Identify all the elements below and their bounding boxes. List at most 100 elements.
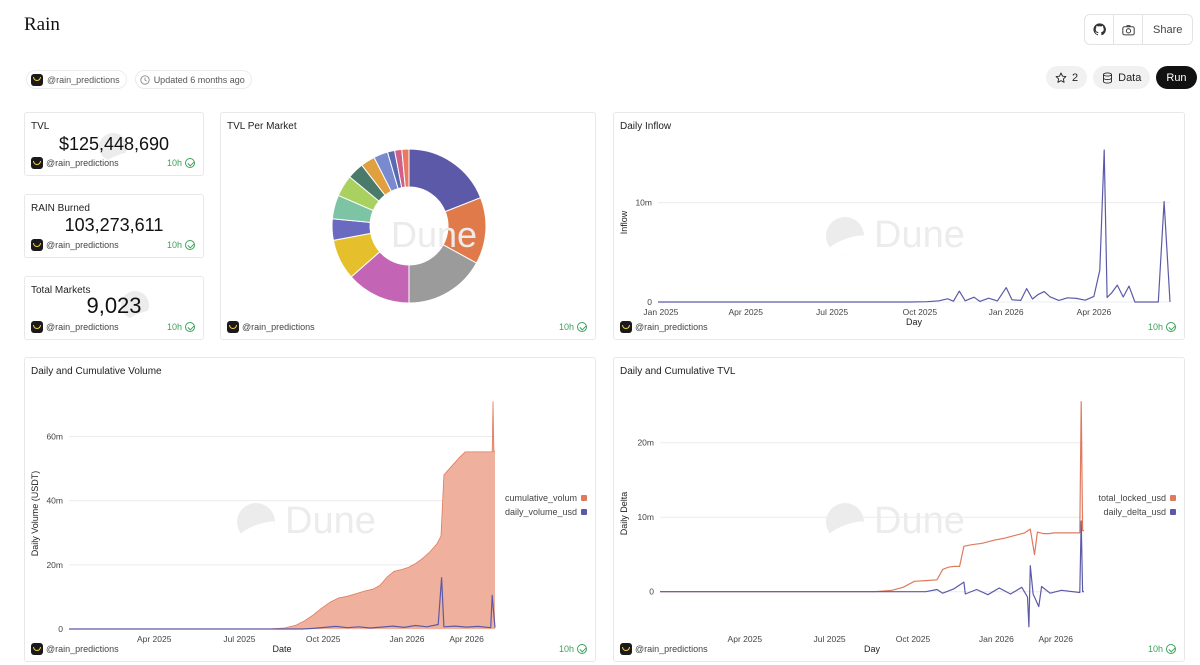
daily-cumulative-volume-card: Daily and Cumulative Volume Dune 0 20m 40m…: [24, 357, 596, 662]
x-tick-label: Jan 2026: [989, 307, 1024, 317]
author-chip[interactable]: @rain_predictions: [26, 70, 127, 89]
card-footer: @rain_predictions 10h: [620, 321, 1176, 333]
y-tick-label: 20m: [46, 560, 63, 570]
chart-legend: cumulative_volum daily_volume_usd: [505, 493, 587, 517]
x-tick-label: Jul 2025: [223, 634, 255, 644]
check-circle-icon: [577, 322, 587, 332]
legend-label: daily_volume_usd: [504, 507, 577, 517]
chart-legend: total_locked_usd daily_delta_usd: [1098, 493, 1176, 517]
github-button[interactable]: [1085, 15, 1114, 44]
counter-value: $125,448,690: [58, 134, 170, 154]
y-tick-label: 60m: [46, 432, 63, 442]
star-button[interactable]: 2: [1046, 66, 1088, 89]
legend-swatch: [581, 509, 587, 515]
author-name[interactable]: @rain_predictions: [242, 322, 315, 332]
x-tick-label: Apr 2026: [449, 634, 484, 644]
x-tick-label: Oct 2025: [896, 634, 931, 644]
legend-label: total_locked_usd: [1098, 493, 1166, 503]
legend-item[interactable]: total_locked_usd: [1098, 493, 1176, 503]
card-title: RAIN Burned: [31, 203, 90, 214]
daily-inflow-chart: 0 10m Jan 2025 Apr 2025 Jul 2025 Oct 2025 Jan …: [619, 149, 1171, 327]
x-axis-title: Date: [272, 644, 291, 654]
author-name[interactable]: @rain_predictions: [46, 158, 119, 168]
age-text: 10h: [558, 644, 574, 654]
legend-item[interactable]: daily_delta_usd: [1103, 507, 1176, 517]
avatar: [227, 321, 239, 333]
card-footer: @rain_predictions 10h: [227, 321, 587, 333]
avatar: [31, 643, 43, 655]
daily-cumulative-volume-chart: 0 20m 40m 60m Apr 2025 Jul 2025 Oct 2025 Jan 20…: [30, 401, 496, 654]
legend-item[interactable]: daily_volume_usd: [505, 507, 587, 517]
age-text: 10h: [166, 322, 182, 332]
tvl-counter-card: TVL $125,448,690 @rain_predictions 10h: [24, 112, 204, 176]
share-button[interactable]: Share: [1153, 23, 1183, 36]
age-text: 10h: [558, 322, 574, 332]
author-name[interactable]: @rain_predictions: [46, 322, 119, 332]
x-tick-label: Jan 2025: [643, 307, 678, 317]
y-tick-label: 0: [649, 587, 654, 597]
clock-icon: [140, 74, 150, 85]
series-line-1[interactable]: [660, 520, 1084, 628]
total-markets-counter-card: Total Markets 9,023 @rain_predictions 10…: [24, 276, 204, 340]
series-line-0[interactable]: [658, 149, 1171, 303]
updated-text: Updated 6 months ago: [153, 74, 245, 85]
age-text: 10h: [1147, 644, 1163, 654]
check-circle-icon: [185, 322, 195, 332]
freshness-badge: 10h: [1148, 644, 1176, 654]
card-title: TVL Per Market: [227, 121, 297, 132]
database-icon: [1103, 71, 1113, 84]
x-tick-label: Apr 2025: [137, 634, 172, 644]
check-circle-icon: [185, 158, 195, 168]
age-text: 10h: [1147, 322, 1163, 332]
series-area-0[interactable]: [69, 401, 495, 629]
run-button[interactable]: Run: [1156, 66, 1197, 89]
avatar: [31, 73, 43, 86]
top-actions: Share: [1084, 14, 1194, 45]
x-tick-label: Oct 2025: [903, 307, 938, 317]
counter-value: 9,023: [86, 293, 142, 318]
card-footer: @rain_predictions 10h: [620, 643, 1176, 655]
avatar: [31, 321, 43, 333]
screenshot-button[interactable]: [1114, 15, 1143, 44]
camera-icon: [1121, 24, 1135, 35]
y-axis-title: Daily Delta: [619, 492, 629, 536]
y-axis-title: Daily Volume (USDT): [30, 471, 40, 557]
data-button[interactable]: Data: [1093, 66, 1151, 89]
freshness-badge: 10h: [167, 322, 195, 332]
author-name[interactable]: @rain_predictions: [46, 240, 119, 250]
card-footer: @rain_predictions 10h: [31, 321, 195, 333]
x-tick-label: Apr 2025: [729, 307, 764, 317]
legend-label: cumulative_volum: [504, 493, 577, 503]
check-circle-icon: [185, 240, 195, 250]
author-name[interactable]: @rain_predictions: [635, 644, 708, 654]
y-tick-label: 0: [647, 297, 652, 307]
card-title: Total Markets: [31, 285, 91, 296]
author-name[interactable]: @rain_predictions: [635, 322, 708, 332]
tvl-per-market-card: TVL Per Market Dune @rain_predictions 10…: [220, 112, 596, 340]
freshness-badge: 10h: [167, 158, 195, 168]
dune-watermark: Dune: [391, 214, 477, 255]
age-text: 10h: [166, 240, 182, 250]
freshness-badge: 10h: [167, 240, 195, 250]
y-tick-label: 0: [58, 624, 63, 634]
series-line-0[interactable]: [660, 401, 1084, 593]
legend-swatch: [1170, 509, 1176, 515]
watermark-text: Dune: [391, 214, 477, 255]
author-name: @rain_predictions: [47, 74, 120, 85]
avatar: [31, 239, 43, 251]
check-circle-icon: [577, 644, 587, 654]
card-title: Daily and Cumulative TVL: [620, 366, 736, 377]
card-title: Daily and Cumulative Volume: [31, 366, 162, 377]
age-text: 10h: [166, 158, 182, 168]
series-area-edge-0: [69, 401, 495, 630]
star-icon: [1055, 72, 1067, 83]
x-tick-label: Jan 2026: [389, 634, 424, 644]
series-line-1[interactable]: [69, 577, 496, 630]
pie-slice-13[interactable]: [401, 148, 410, 188]
counter-value: 103,273,611: [64, 215, 164, 235]
legend-item[interactable]: cumulative_volum: [505, 493, 587, 503]
rain-burned-counter-card: RAIN Burned 103,273,611 @rain_prediction…: [24, 194, 204, 258]
data-label: Data: [1118, 71, 1142, 84]
author-name[interactable]: @rain_predictions: [46, 644, 119, 654]
check-circle-icon: [1166, 644, 1176, 654]
